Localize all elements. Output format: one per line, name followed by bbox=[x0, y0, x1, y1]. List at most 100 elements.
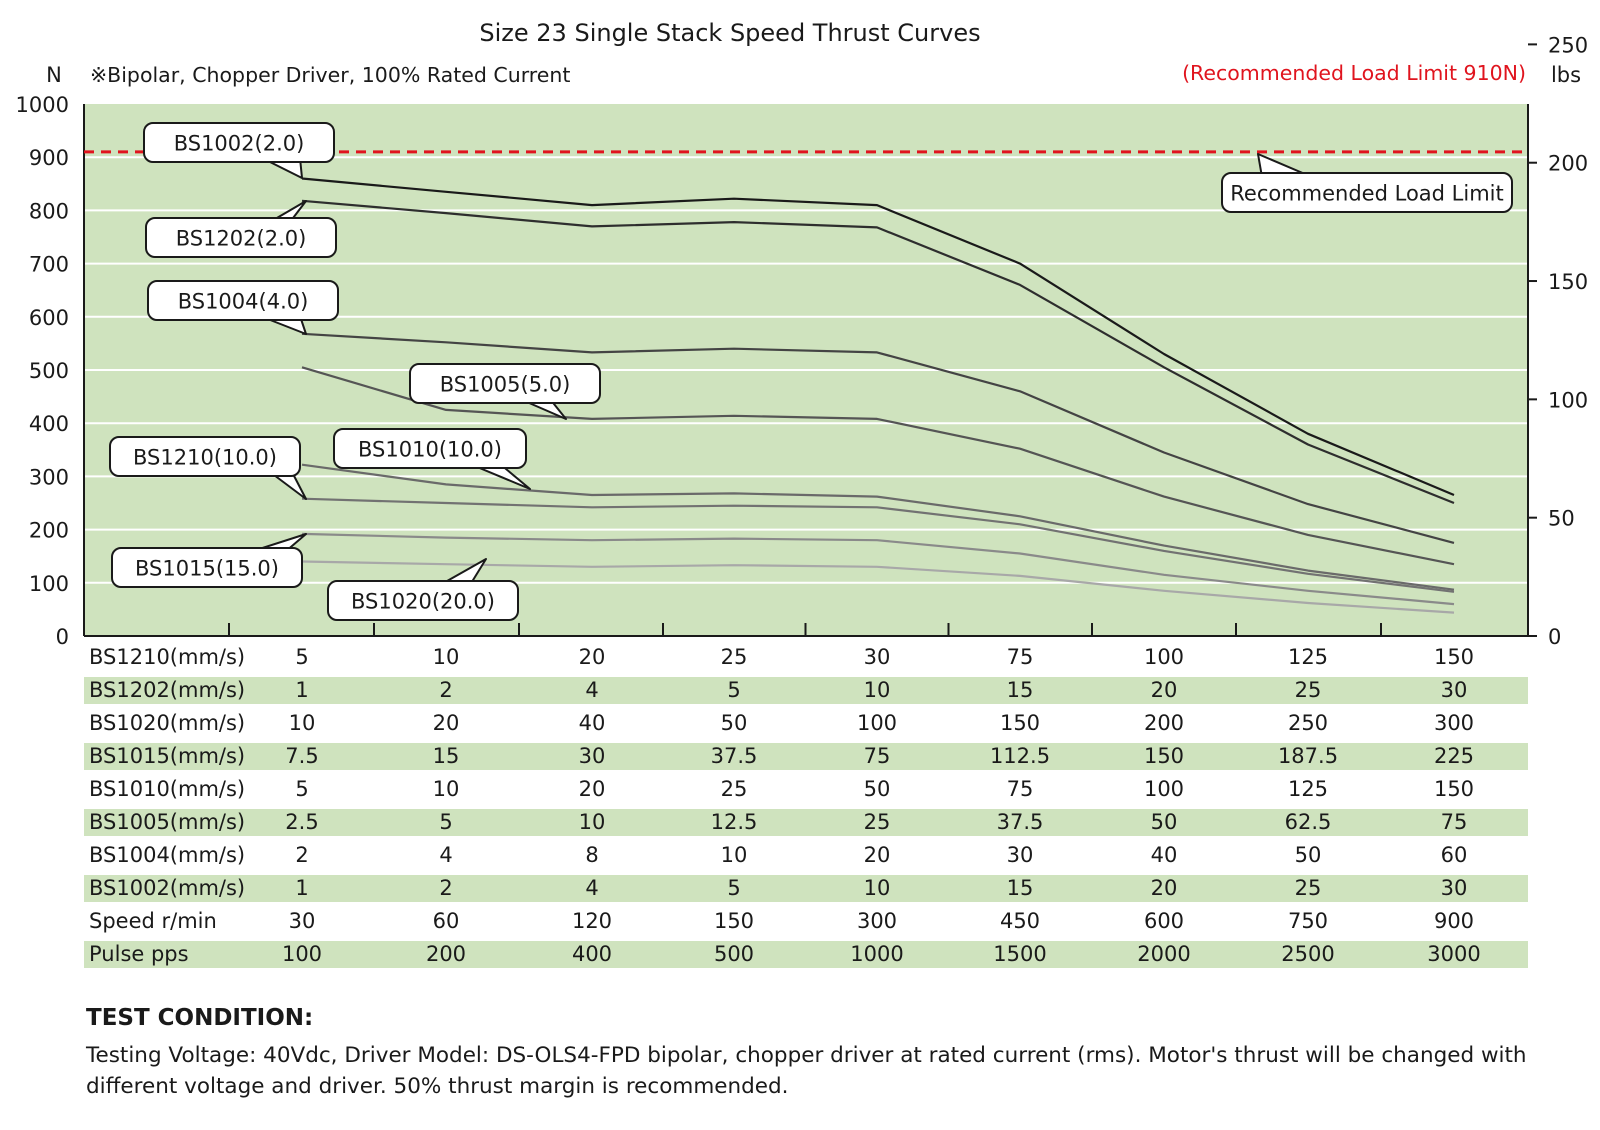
table-cell: 25 bbox=[1295, 678, 1322, 702]
table-cell: 100 bbox=[282, 942, 322, 966]
callout-bs1004: BS1004(4.0) bbox=[147, 280, 339, 335]
table-cell: 50 bbox=[1295, 843, 1322, 867]
y-tick-label-right: 50 bbox=[1548, 507, 1575, 531]
table-cell: 10 bbox=[433, 645, 460, 669]
table-cell: 40 bbox=[1151, 843, 1178, 867]
table-cell: 4 bbox=[439, 843, 452, 867]
table-cell: 200 bbox=[1144, 711, 1184, 735]
table-cell: 75 bbox=[1007, 645, 1034, 669]
table-cell: 100 bbox=[1144, 645, 1184, 669]
y-tick-label-left: 100 bbox=[29, 572, 69, 596]
table-cell: 10 bbox=[289, 711, 316, 735]
table-cell: 150 bbox=[1000, 711, 1040, 735]
callout-fill bbox=[148, 220, 334, 255]
callout-label: Recommended Load Limit bbox=[1230, 182, 1503, 206]
table-cell: 60 bbox=[1441, 843, 1468, 867]
table-cell: 187.5 bbox=[1278, 744, 1338, 768]
table-cell: 150 bbox=[714, 909, 754, 933]
table-row-label: BS1002(mm/s) bbox=[89, 876, 245, 900]
y-axis-left-label: N bbox=[46, 63, 62, 87]
y-tick-label-right: 100 bbox=[1548, 388, 1588, 412]
test-condition-title: TEST CONDITION: bbox=[86, 1005, 314, 1031]
y-tick-label-left: 500 bbox=[29, 359, 69, 383]
y-tick-label-left: 200 bbox=[29, 519, 69, 543]
series-line bbox=[301, 332, 1455, 544]
callout-fill bbox=[146, 125, 332, 160]
table-cell: 125 bbox=[1288, 777, 1328, 801]
table-cell: 900 bbox=[1434, 909, 1474, 933]
table-row-label: Pulse pps bbox=[89, 942, 189, 966]
table-cell: 75 bbox=[1441, 810, 1468, 834]
table-cell: 120 bbox=[572, 909, 612, 933]
y-tick-label-left: 600 bbox=[29, 306, 69, 330]
table-cell: 1 bbox=[295, 678, 308, 702]
callout-label: BS1002(2.0) bbox=[174, 132, 305, 156]
y-tick-label-left: 800 bbox=[29, 199, 69, 223]
callout-fill bbox=[412, 366, 598, 401]
callout-bs1202: BS1202(2.0) bbox=[145, 200, 337, 258]
callout-fill bbox=[112, 439, 298, 474]
y-tick-label-right: 200 bbox=[1548, 152, 1588, 176]
y-axis-right-label: lbs bbox=[1551, 63, 1581, 87]
table-cell: 30 bbox=[1441, 876, 1468, 900]
table-band bbox=[84, 809, 1528, 836]
series-line bbox=[301, 199, 1455, 505]
table-cell: 75 bbox=[864, 744, 891, 768]
callout-load-limit: Recommended Load Limit bbox=[1221, 153, 1513, 213]
callout-bs1020: BS1020(20.0) bbox=[327, 558, 519, 621]
table-row-label: BS1202(mm/s) bbox=[89, 678, 245, 702]
callout-label: BS1015(15.0) bbox=[135, 557, 279, 581]
callout-bs1010: BS1010(10.0) bbox=[333, 428, 531, 490]
series-line bbox=[301, 366, 1455, 566]
table-cell: 75 bbox=[1007, 777, 1034, 801]
table-band bbox=[84, 743, 1528, 770]
table-cell: 20 bbox=[579, 777, 606, 801]
table-cell: 20 bbox=[1151, 678, 1178, 702]
callout-bs1005: BS1005(5.0) bbox=[409, 363, 601, 420]
table-cell: 400 bbox=[572, 942, 612, 966]
table-cell: 225 bbox=[1434, 744, 1474, 768]
series-line bbox=[301, 532, 1455, 606]
table-cell: 30 bbox=[1007, 843, 1034, 867]
table-cell: 500 bbox=[714, 942, 754, 966]
table-cell: 450 bbox=[1000, 909, 1040, 933]
table-cell: 2 bbox=[295, 843, 308, 867]
callout-label: BS1005(5.0) bbox=[440, 373, 571, 397]
table-cell: 15 bbox=[433, 744, 460, 768]
chart-subtitle: ※Bipolar, Chopper Driver, 100% Rated Cur… bbox=[90, 63, 570, 87]
table-cell: 150 bbox=[1434, 645, 1474, 669]
y-tick-label-left: 1000 bbox=[16, 93, 69, 117]
table-cell: 10 bbox=[721, 843, 748, 867]
table-band bbox=[84, 941, 1528, 968]
series-line bbox=[301, 177, 1455, 497]
table-cell: 50 bbox=[721, 711, 748, 735]
table-band bbox=[84, 677, 1528, 704]
table-cell: 5 bbox=[727, 876, 740, 900]
table-cell: 25 bbox=[721, 645, 748, 669]
table-row-label: BS1010(mm/s) bbox=[89, 777, 245, 801]
callout-fill bbox=[150, 283, 336, 318]
callout-fill bbox=[336, 431, 524, 466]
table-cell: 1 bbox=[295, 876, 308, 900]
table-cell: 37.5 bbox=[997, 810, 1044, 834]
table-cell: 125 bbox=[1288, 645, 1328, 669]
table-row-label: BS1004(mm/s) bbox=[89, 843, 245, 867]
table-cell: 100 bbox=[857, 711, 897, 735]
table-row-label: BS1015(mm/s) bbox=[89, 744, 245, 768]
chart-title: Size 23 Single Stack Speed Thrust Curves bbox=[479, 19, 980, 47]
table-cell: 50 bbox=[1151, 810, 1178, 834]
table-cell: 50 bbox=[864, 777, 891, 801]
series-line bbox=[301, 463, 1455, 591]
y-tick-label-left: 900 bbox=[29, 146, 69, 170]
table-cell: 150 bbox=[1434, 777, 1474, 801]
callout-bs1002: BS1002(2.0) bbox=[143, 122, 335, 179]
table-cell: 2500 bbox=[1281, 942, 1334, 966]
table-cell: 12.5 bbox=[711, 810, 758, 834]
table-cell: 2 bbox=[439, 678, 452, 702]
callout-label: BS1202(2.0) bbox=[176, 227, 307, 251]
callout-label: BS1010(10.0) bbox=[358, 438, 502, 462]
table-cell: 112.5 bbox=[990, 744, 1050, 768]
table-cell: 5 bbox=[295, 777, 308, 801]
table-cell: 5 bbox=[727, 678, 740, 702]
